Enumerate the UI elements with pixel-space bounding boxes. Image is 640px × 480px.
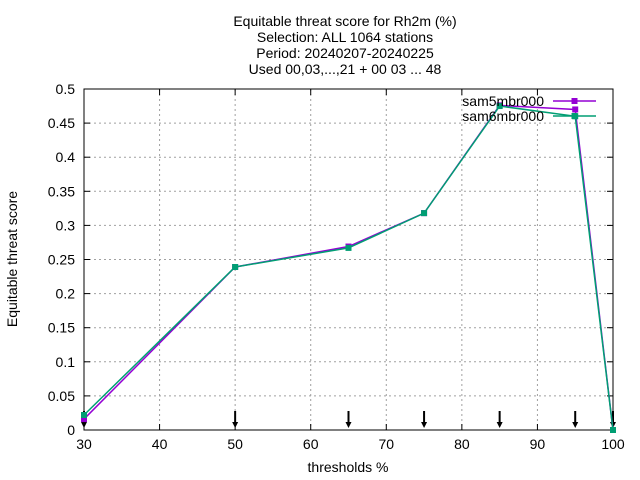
x-tick-label: 100 xyxy=(601,436,625,452)
legend-label-sam6mbr000: sam6mbr000 xyxy=(462,108,544,124)
data-point-sam6mbr000 xyxy=(421,210,428,217)
series-lines xyxy=(81,102,616,433)
series-line-sam5mbr000 xyxy=(83,104,614,431)
axis-ticks: 0 0.05 0.1 0.15 0.2 0.25 0.3 0.35 0.4 0.45 0.5 30 40… xyxy=(48,81,625,452)
x-tick-label: 40 xyxy=(152,436,168,452)
x-axis-label: thresholds % xyxy=(308,459,389,475)
series-line-sam6mbr000 xyxy=(83,105,614,431)
x-tick-label: 90 xyxy=(530,436,546,452)
y-tick-label: 0.25 xyxy=(48,252,75,268)
grid xyxy=(84,89,613,430)
y-tick-label: 0.5 xyxy=(56,81,76,97)
x-tick-label: 50 xyxy=(227,436,243,452)
x-tick-label: 80 xyxy=(454,436,470,452)
y-tick-label: 0.15 xyxy=(48,320,75,336)
threshold-arrow-head xyxy=(345,422,352,428)
title-line-1: Equitable threat score for Rh2m (%) xyxy=(233,13,456,29)
threshold-arrow-head xyxy=(81,422,87,428)
data-point-sam6mbr000 xyxy=(345,244,352,251)
y-tick-label: 0 xyxy=(67,422,75,438)
x-tick-label: 30 xyxy=(76,436,92,452)
plot-frame xyxy=(83,88,614,431)
x-tick-label: 70 xyxy=(378,436,394,452)
y-tick-label: 0.05 xyxy=(48,388,75,404)
data-point-sam6mbr000 xyxy=(81,411,87,418)
legend-label-sam5mbr000: sam5mbr000 xyxy=(462,93,544,109)
data-point-sam6mbr000 xyxy=(232,264,239,271)
y-tick-label: 0.4 xyxy=(56,149,76,165)
title-line-4: Used 00,03,...,21 + 00 03 ... 48 xyxy=(249,61,442,77)
threshold-arrow-head xyxy=(232,422,239,428)
chart-title: Equitable threat score for Rh2m (%) Sele… xyxy=(233,13,456,77)
threshold-arrow-head xyxy=(421,422,428,428)
y-tick-label: 0.45 xyxy=(48,115,75,131)
y-tick-label: 0.2 xyxy=(56,286,76,302)
y-axis-label: Equitable threat score xyxy=(4,191,20,327)
y-tick-label: 0.3 xyxy=(56,217,76,233)
data-point-sam5mbr000 xyxy=(572,106,579,113)
y-tick-label: 0.1 xyxy=(56,354,76,370)
legend-swatch-marker xyxy=(571,98,578,104)
data-point-sam6mbr000 xyxy=(610,427,616,433)
y-tick-label: 0.35 xyxy=(48,183,75,199)
x-tick-label: 60 xyxy=(303,436,319,452)
threshold-arrow-head xyxy=(572,422,579,428)
threshold-arrows xyxy=(81,411,616,428)
title-line-2: Selection: ALL 1064 stations xyxy=(257,29,433,45)
legend-swatch-marker xyxy=(571,113,578,119)
title-line-3: Period: 20240207-20240225 xyxy=(256,45,434,61)
data-point-sam5mbr000 xyxy=(81,416,87,423)
threshold-arrow-head xyxy=(496,422,503,428)
data-point-sam6mbr000 xyxy=(496,103,503,110)
